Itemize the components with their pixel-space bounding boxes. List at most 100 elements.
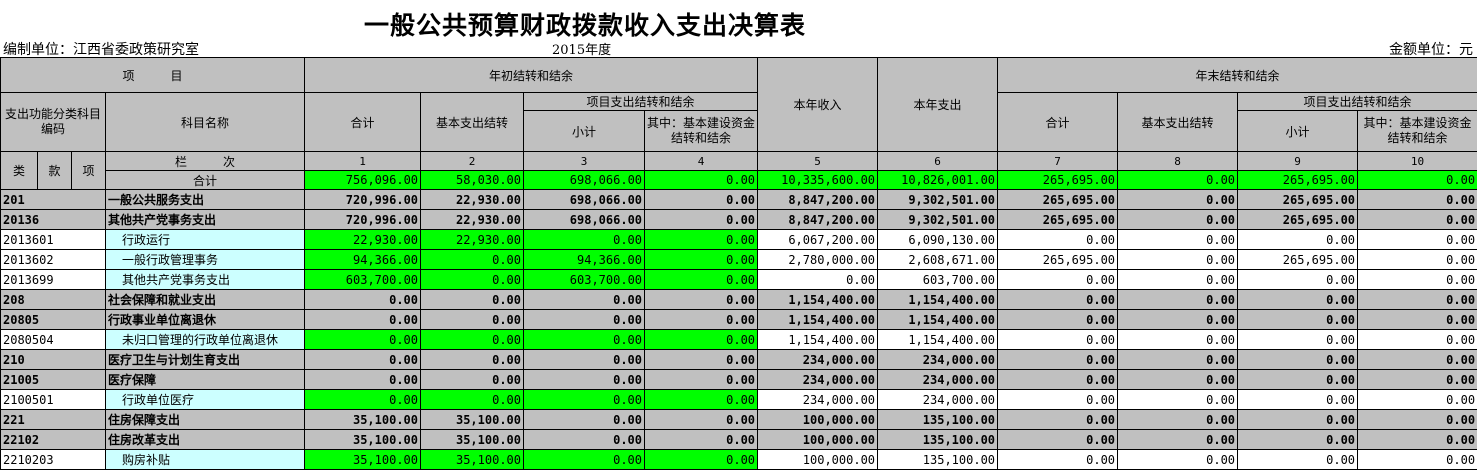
value-cell[interactable]: 35,100.00 bbox=[420, 429, 525, 450]
value-cell[interactable]: 0.00 bbox=[304, 289, 422, 310]
value-cell[interactable]: 0.00 bbox=[420, 269, 525, 290]
value-cell[interactable]: 0.00 bbox=[1117, 189, 1239, 210]
value-cell[interactable]: 265,695.00 bbox=[1237, 249, 1359, 270]
value-cell[interactable]: 0.00 bbox=[644, 289, 759, 310]
value-cell[interactable]: 698,066.00 bbox=[523, 189, 646, 210]
value-cell[interactable]: 0.00 bbox=[304, 389, 422, 410]
value-cell[interactable]: 0.00 bbox=[523, 289, 646, 310]
value-cell[interactable]: 1,154,400.00 bbox=[757, 329, 879, 350]
value-cell[interactable]: 0.00 bbox=[997, 429, 1119, 450]
total-value[interactable]: 58,030.00 bbox=[420, 170, 525, 190]
subject-name-cell[interactable]: 一般公共服务支出 bbox=[104, 189, 306, 210]
value-cell[interactable]: 234,000.00 bbox=[877, 389, 999, 410]
value-cell[interactable]: 0.00 bbox=[644, 409, 759, 430]
value-cell[interactable]: 0.00 bbox=[1117, 349, 1239, 370]
value-cell[interactable]: 0.00 bbox=[997, 389, 1119, 410]
value-cell[interactable]: 0.00 bbox=[523, 329, 646, 350]
value-cell[interactable]: 0.00 bbox=[997, 409, 1119, 430]
subject-name-cell[interactable]: 其他共产党事务支出 bbox=[104, 269, 306, 290]
value-cell[interactable]: 35,100.00 bbox=[420, 449, 525, 470]
value-cell[interactable]: 94,366.00 bbox=[304, 249, 422, 270]
function-code-cell[interactable]: 2013699 bbox=[0, 269, 106, 290]
value-cell[interactable]: 22,930.00 bbox=[420, 229, 525, 250]
value-cell[interactable]: 0.00 bbox=[420, 349, 525, 370]
value-cell[interactable]: 0.00 bbox=[644, 209, 759, 230]
total-value[interactable]: 0.00 bbox=[644, 170, 759, 190]
value-cell[interactable]: 0.00 bbox=[1357, 189, 1477, 210]
value-cell[interactable]: 35,100.00 bbox=[420, 409, 525, 430]
value-cell[interactable]: 603,700.00 bbox=[877, 269, 999, 290]
value-cell[interactable]: 0.00 bbox=[1117, 449, 1239, 470]
function-code-cell[interactable]: 2210203 bbox=[0, 449, 106, 470]
value-cell[interactable]: 265,695.00 bbox=[997, 189, 1119, 210]
value-cell[interactable]: 0.00 bbox=[644, 329, 759, 350]
value-cell[interactable]: 0.00 bbox=[523, 369, 646, 390]
value-cell[interactable]: 0.00 bbox=[304, 369, 422, 390]
value-cell[interactable]: 0.00 bbox=[1357, 349, 1477, 370]
value-cell[interactable]: 0.00 bbox=[997, 449, 1119, 470]
value-cell[interactable]: 0.00 bbox=[1117, 289, 1239, 310]
value-cell[interactable]: 0.00 bbox=[997, 329, 1119, 350]
value-cell[interactable]: 0.00 bbox=[523, 349, 646, 370]
value-cell[interactable]: 0.00 bbox=[997, 309, 1119, 330]
function-code-cell[interactable]: 2080504 bbox=[0, 329, 106, 350]
value-cell[interactable]: 9,302,501.00 bbox=[877, 189, 999, 210]
value-cell[interactable]: 603,700.00 bbox=[523, 269, 646, 290]
value-cell[interactable]: 1,154,400.00 bbox=[757, 289, 879, 310]
value-cell[interactable]: 0.00 bbox=[1357, 369, 1477, 390]
value-cell[interactable]: 265,695.00 bbox=[1237, 209, 1359, 230]
value-cell[interactable]: 0.00 bbox=[420, 309, 525, 330]
value-cell[interactable]: 22,930.00 bbox=[420, 189, 525, 210]
value-cell[interactable]: 0.00 bbox=[997, 229, 1119, 250]
value-cell[interactable]: 234,000.00 bbox=[757, 369, 879, 390]
value-cell[interactable]: 0.00 bbox=[523, 429, 646, 450]
value-cell[interactable]: 6,090,130.00 bbox=[877, 229, 999, 250]
value-cell[interactable]: 135,100.00 bbox=[877, 429, 999, 450]
value-cell[interactable]: 603,700.00 bbox=[304, 269, 422, 290]
value-cell[interactable]: 0.00 bbox=[1357, 289, 1477, 310]
value-cell[interactable]: 0.00 bbox=[523, 449, 646, 470]
total-value[interactable]: 265,695.00 bbox=[1237, 170, 1359, 190]
value-cell[interactable]: 0.00 bbox=[1237, 409, 1359, 430]
value-cell[interactable]: 0.00 bbox=[644, 449, 759, 470]
total-value[interactable]: 0.00 bbox=[1357, 170, 1477, 190]
value-cell[interactable]: 0.00 bbox=[420, 369, 525, 390]
subject-name-cell[interactable]: 住房改革支出 bbox=[104, 429, 306, 450]
function-code-cell[interactable]: 221 bbox=[0, 409, 106, 430]
value-cell[interactable]: 100,000.00 bbox=[757, 429, 879, 450]
value-cell[interactable]: 100,000.00 bbox=[757, 449, 879, 470]
value-cell[interactable]: 0.00 bbox=[420, 289, 525, 310]
value-cell[interactable]: 0.00 bbox=[1357, 269, 1477, 290]
subject-name-cell[interactable]: 行政单位医疗 bbox=[104, 389, 306, 410]
value-cell[interactable]: 2,780,000.00 bbox=[757, 249, 879, 270]
value-cell[interactable]: 0.00 bbox=[1357, 389, 1477, 410]
value-cell[interactable]: 0.00 bbox=[420, 249, 525, 270]
value-cell[interactable]: 0.00 bbox=[644, 269, 759, 290]
value-cell[interactable]: 0.00 bbox=[304, 329, 422, 350]
total-value[interactable]: 265,695.00 bbox=[997, 170, 1119, 190]
value-cell[interactable]: 0.00 bbox=[644, 309, 759, 330]
value-cell[interactable]: 8,847,200.00 bbox=[757, 189, 879, 210]
value-cell[interactable]: 35,100.00 bbox=[304, 429, 422, 450]
value-cell[interactable]: 0.00 bbox=[997, 289, 1119, 310]
total-value[interactable]: 0.00 bbox=[1117, 170, 1239, 190]
value-cell[interactable]: 0.00 bbox=[1117, 429, 1239, 450]
value-cell[interactable]: 0.00 bbox=[644, 349, 759, 370]
value-cell[interactable]: 0.00 bbox=[1117, 229, 1239, 250]
total-value[interactable]: 10,826,001.00 bbox=[877, 170, 999, 190]
value-cell[interactable]: 0.00 bbox=[1357, 329, 1477, 350]
value-cell[interactable]: 0.00 bbox=[757, 269, 879, 290]
function-code-cell[interactable]: 210 bbox=[0, 349, 106, 370]
value-cell[interactable]: 0.00 bbox=[1117, 389, 1239, 410]
subject-name-cell[interactable]: 医疗保障 bbox=[104, 369, 306, 390]
function-code-cell[interactable]: 2013601 bbox=[0, 229, 106, 250]
value-cell[interactable]: 0.00 bbox=[1357, 229, 1477, 250]
value-cell[interactable]: 0.00 bbox=[1117, 209, 1239, 230]
value-cell[interactable]: 720,996.00 bbox=[304, 189, 422, 210]
value-cell[interactable]: 0.00 bbox=[997, 269, 1119, 290]
value-cell[interactable]: 0.00 bbox=[523, 409, 646, 430]
value-cell[interactable]: 22,930.00 bbox=[304, 229, 422, 250]
value-cell[interactable]: 135,100.00 bbox=[877, 409, 999, 430]
function-code-cell[interactable]: 20805 bbox=[0, 309, 106, 330]
function-code-cell[interactable]: 201 bbox=[0, 189, 106, 210]
